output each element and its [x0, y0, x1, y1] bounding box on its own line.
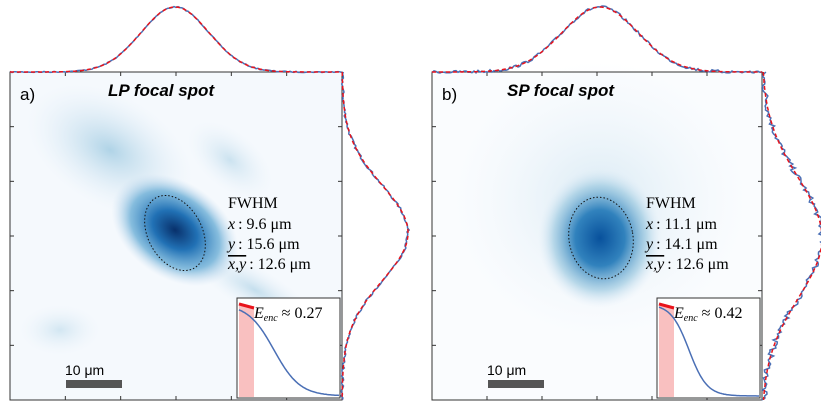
enc-value: ≈ 0.27	[282, 305, 323, 322]
fwhm-row: y: 14.1 μm	[644, 236, 718, 253]
fwhm-value: : 14.1 μm	[656, 236, 718, 253]
fwhm-variable: x	[645, 216, 653, 233]
scale-bar	[488, 380, 544, 388]
fwhm-variable: x	[227, 216, 235, 233]
fwhm-value: : 15.6 μm	[238, 236, 300, 253]
profile-measured	[340, 71, 411, 401]
enc-subscript: enc	[684, 313, 698, 324]
scale-bar	[66, 380, 122, 388]
inset-mark	[238, 302, 255, 310]
profile-measured	[760, 71, 821, 401]
enc-subscript: enc	[264, 313, 278, 324]
profile-fit	[10, 6, 342, 73]
fwhm-row: x,y: 12.6 μm	[645, 256, 729, 273]
fwhm-variable: x,y	[645, 256, 665, 273]
enclosed-energy: Eenc ≈ 0.27	[253, 305, 322, 324]
profile-fit	[432, 6, 762, 73]
enc-variable: E	[253, 305, 264, 322]
fwhm-variable: y	[226, 236, 236, 253]
fwhm-row: y: 15.6 μm	[226, 236, 300, 253]
panel-label: b)	[442, 85, 457, 104]
fwhm-variable: x,y	[227, 256, 247, 273]
fwhm-row: x: 11.1 μm	[645, 216, 718, 233]
profile-fit	[341, 71, 409, 400]
scale-label: 10 μm	[65, 362, 104, 378]
fwhm-variable: y	[644, 236, 654, 253]
profile-measured	[9, 5, 343, 74]
fwhm-ellipse	[568, 196, 634, 280]
fwhm-row: x,y: 12.6 μm	[227, 256, 311, 273]
inset-curve	[658, 306, 759, 397]
inset	[236, 297, 341, 399]
panel-title: LP focal spot	[108, 81, 215, 100]
fwhm-value: : 9.6 μm	[238, 216, 292, 233]
fwhm-value: : 11.1 μm	[656, 216, 717, 233]
inset-curve	[238, 309, 340, 397]
fwhm-row: x: 9.6 μm	[227, 216, 292, 233]
enclosed-energy: Eenc ≈ 0.42	[673, 305, 742, 324]
inset-shade	[659, 306, 674, 397]
inset-mark	[658, 302, 675, 310]
fwhm-label: FWHM	[228, 195, 278, 212]
inset	[656, 297, 761, 399]
focal-spot	[538, 168, 662, 308]
focal-spot	[111, 173, 239, 287]
fwhm-value: : 12.6 μm	[667, 256, 729, 273]
profile-fit	[762, 71, 821, 401]
halo	[187, 121, 273, 199]
fwhm-value: : 12.6 μm	[249, 256, 311, 273]
scale-label: 10 μm	[487, 362, 526, 378]
halo	[20, 305, 100, 355]
fwhm-ellipse	[144, 194, 206, 272]
panel-label: a)	[20, 85, 35, 104]
panel-title: SP focal spot	[507, 81, 615, 100]
enc-value: ≈ 0.42	[702, 305, 743, 322]
inset-shade	[239, 306, 254, 397]
enc-variable: E	[673, 305, 684, 322]
panel	[10, 72, 342, 400]
fwhm-label: FWHM	[646, 195, 696, 212]
